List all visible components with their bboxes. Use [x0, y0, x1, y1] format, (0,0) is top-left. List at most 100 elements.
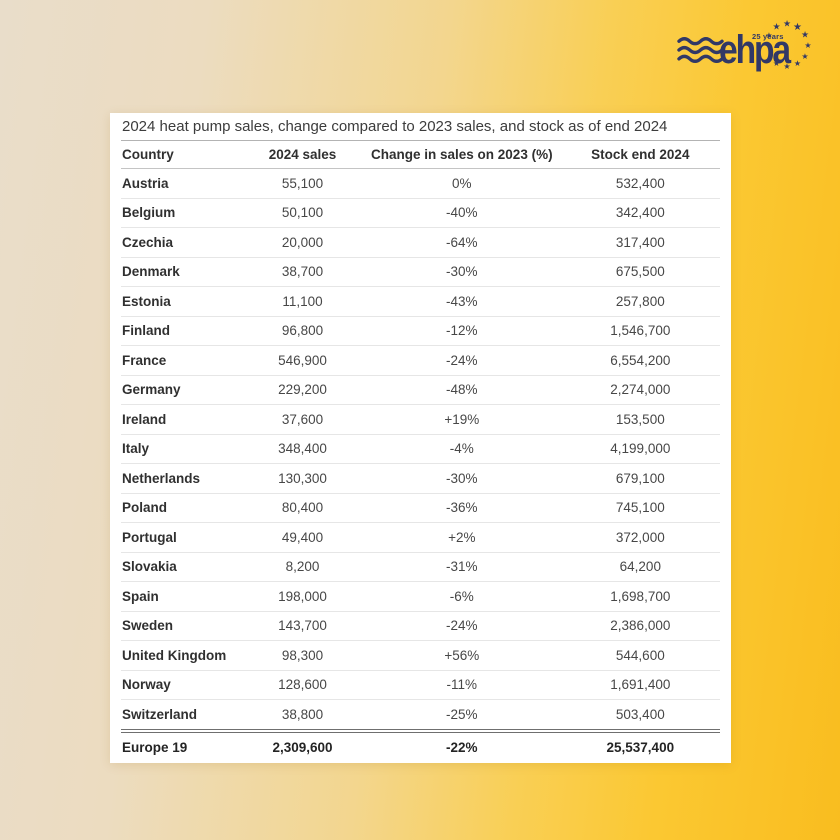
table-row: Ireland 37,600 +19% 153,500 — [121, 404, 720, 435]
change-cell: -64% — [362, 227, 561, 258]
star-icon: ★ — [772, 22, 781, 33]
table-row: Portugal 49,400 +2% 372,000 — [121, 522, 720, 553]
column-header-stock: Stock end 2024 — [560, 141, 720, 169]
stock-cell: 342,400 — [560, 198, 720, 228]
table-row: Spain 198,000 -6% 1,698,700 — [121, 581, 720, 612]
table-row: Italy 348,400 -4% 4,199,000 — [121, 434, 720, 464]
country-cell: Germany — [121, 375, 242, 405]
sales-2024-cell: 198,000 — [241, 581, 363, 612]
table-row: Estonia 11,100 -43% 257,800 — [121, 286, 720, 317]
column-header-change: Change in sales on 2023 (%) — [362, 141, 561, 169]
change-cell: -31% — [362, 552, 561, 582]
table-row: France 546,900 -24% 6,554,200 — [121, 345, 720, 376]
stock-cell: 532,400 — [560, 168, 720, 199]
country-cell: Slovakia — [121, 552, 242, 582]
table-body: Austria 55,100 0% 532,400 Belgium 50,100… — [121, 168, 720, 731]
stock-cell: 2,274,000 — [560, 375, 720, 405]
country-cell: Portugal — [121, 522, 242, 553]
country-cell: Denmark — [121, 257, 242, 287]
star-icon: ★ — [793, 59, 802, 68]
sales-2024-cell: 348,400 — [241, 434, 363, 464]
total-row: Europe 19 2,309,600 -22% 25,537,400 — [121, 728, 720, 762]
stock-cell: 153,500 — [560, 404, 720, 435]
table-row: Sweden 143,700 -24% 2,386,000 — [121, 611, 720, 641]
star-icon: ★ — [804, 41, 812, 50]
table-row: United Kingdom 98,300 +56% 544,600 — [121, 640, 720, 671]
country-cell: Estonia — [121, 286, 242, 317]
change-cell: -48% — [362, 375, 561, 405]
sales-2024-cell: 38,700 — [241, 257, 363, 287]
country-cell: United Kingdom — [121, 640, 242, 671]
change-cell: -30% — [362, 257, 561, 287]
sales-table: Country 2024 sales Change in sales on 20… — [121, 141, 720, 762]
stock-cell: 679,100 — [560, 463, 720, 494]
sales-2024-cell: 50,100 — [241, 198, 363, 228]
waves-icon — [677, 37, 724, 63]
country-cell: Netherlands — [121, 463, 242, 494]
change-cell: -12% — [362, 316, 561, 346]
country-cell: Poland — [121, 493, 242, 523]
change-cell: -24% — [362, 611, 561, 641]
stock-cell: 1,691,400 — [560, 670, 720, 700]
stock-cell: 745,100 — [560, 493, 720, 523]
stock-cell: 675,500 — [560, 257, 720, 287]
sales-2024-cell: 20,000 — [241, 227, 363, 258]
stats-card: 2024 heat pump sales, change compared to… — [110, 113, 731, 763]
change-cell: -6% — [362, 581, 561, 612]
change-cell: -43% — [362, 286, 561, 317]
sales-2024-cell: 11,100 — [241, 286, 363, 317]
star-icon: ★ — [783, 62, 791, 71]
table-row: Finland 96,800 -12% 1,546,700 — [121, 316, 720, 346]
stock-cell: 1,546,700 — [560, 316, 720, 346]
sales-2024-cell: 37,600 — [241, 404, 363, 435]
total-sales-cell: 2,309,600 — [241, 728, 363, 762]
change-cell: -11% — [362, 670, 561, 700]
country-cell: France — [121, 345, 242, 376]
country-cell: Italy — [121, 434, 242, 464]
sales-2024-cell: 128,600 — [241, 670, 363, 700]
change-cell: -25% — [362, 699, 561, 731]
sales-2024-cell: 38,800 — [241, 699, 363, 731]
country-cell: Czechia — [121, 227, 242, 258]
change-cell: -36% — [362, 493, 561, 523]
total-change-cell: -22% — [362, 728, 561, 762]
stock-cell: 544,600 — [560, 640, 720, 671]
stock-cell: 372,000 — [560, 522, 720, 553]
change-cell: -40% — [362, 198, 561, 228]
table-row: Slovakia 8,200 -31% 64,200 — [121, 552, 720, 582]
ehpa-logo: ehpa 25 years ★ ★ ★ ★ ★ ★ ★ ★ ★ ★ — [677, 12, 817, 84]
sales-2024-cell: 55,100 — [241, 168, 363, 199]
stock-cell: 64,200 — [560, 552, 720, 582]
table-row: Denmark 38,700 -30% 675,500 — [121, 257, 720, 287]
sales-2024-cell: 96,800 — [241, 316, 363, 346]
sales-2024-cell: 229,200 — [241, 375, 363, 405]
table-row: Czechia 20,000 -64% 317,400 — [121, 227, 720, 258]
table-row: Switzerland 38,800 -25% 503,400 — [121, 699, 720, 731]
anniversary-label: 25 years — [752, 32, 784, 41]
star-icon: ★ — [782, 19, 792, 30]
country-cell: Ireland — [121, 404, 242, 435]
sales-2024-cell: 98,300 — [241, 640, 363, 671]
table-title: 2024 heat pump sales, change compared to… — [121, 113, 720, 141]
star-icon: ★ — [800, 30, 810, 40]
sales-2024-cell: 546,900 — [241, 345, 363, 376]
country-cell: Belgium — [121, 198, 242, 228]
table-row: Belgium 50,100 -40% 342,400 — [121, 198, 720, 228]
country-cell: Norway — [121, 670, 242, 700]
change-cell: +56% — [362, 640, 561, 671]
stock-cell: 2,386,000 — [560, 611, 720, 641]
table-row: Austria 55,100 0% 532,400 — [121, 168, 720, 199]
stock-cell: 4,199,000 — [560, 434, 720, 464]
stock-cell: 257,800 — [560, 286, 720, 317]
column-header-country: Country — [121, 141, 242, 169]
country-cell: Sweden — [121, 611, 242, 641]
stock-cell: 6,554,200 — [560, 345, 720, 376]
country-cell: Spain — [121, 581, 242, 612]
table-row: Norway 128,600 -11% 1,691,400 — [121, 670, 720, 700]
change-cell: -24% — [362, 345, 561, 376]
change-cell: -30% — [362, 463, 561, 494]
star-icon: ★ — [801, 51, 809, 61]
sales-2024-cell: 143,700 — [241, 611, 363, 641]
sales-2024-cell: 130,300 — [241, 463, 363, 494]
